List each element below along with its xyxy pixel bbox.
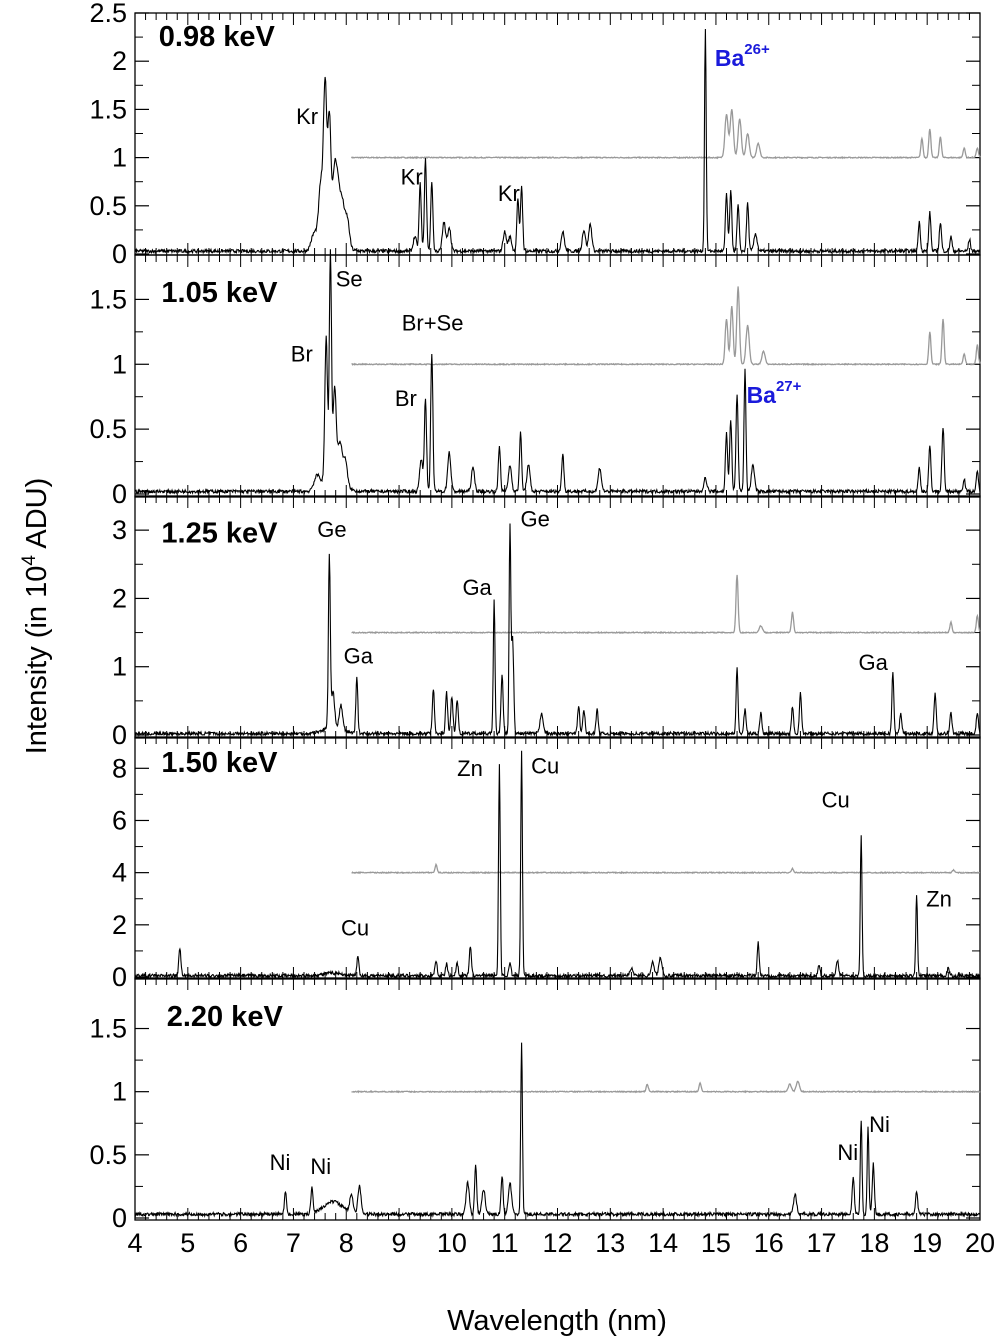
y-tick-label: 3: [112, 515, 127, 545]
element-label: Ga: [462, 575, 492, 600]
x-axis-title: Wavelength (nm): [447, 1305, 667, 1337]
x-tick-label: 6: [233, 1228, 248, 1258]
y-axis-title-exponent: 4: [19, 555, 40, 566]
ion-label: Ba26+: [715, 41, 770, 71]
element-label: Ni: [310, 1154, 331, 1179]
y-tick-label: 0.5: [89, 414, 127, 444]
element-label: Ni: [270, 1150, 291, 1175]
x-tick-label: 18: [859, 1228, 889, 1258]
element-label: Zn: [457, 756, 483, 781]
element-label: Ni: [837, 1140, 858, 1165]
y-tick-label: 2.5: [89, 0, 127, 28]
x-tick-label: 19: [912, 1228, 942, 1258]
x-tick-label: 8: [339, 1228, 354, 1258]
y-tick-label: 2: [112, 910, 127, 940]
x-tick-label: 12: [542, 1228, 572, 1258]
element-label: Ni: [869, 1112, 890, 1137]
y-tick-label: 0: [112, 720, 127, 750]
reference-spectrum-line: [351, 286, 981, 366]
y-tick-label: 0: [112, 1203, 127, 1233]
x-tick-label: 4: [127, 1228, 142, 1258]
y-tick-label: 6: [112, 805, 127, 835]
x-tick-label: 16: [754, 1228, 784, 1258]
energy-label: 0.98 keV: [159, 21, 276, 53]
y-tick-label: 2: [112, 46, 127, 76]
y-tick-label: 1: [112, 652, 127, 682]
x-tick-label: 7: [286, 1228, 301, 1258]
element-label: Cu: [822, 787, 850, 812]
element-label: Kr: [296, 104, 318, 129]
y-axis-title-prefix: Intensity (in 10: [21, 566, 53, 755]
element-label: Ge: [521, 507, 550, 532]
spectrum-line: [134, 28, 981, 255]
element-label: Cu: [531, 754, 559, 779]
element-label: Ga: [859, 650, 889, 675]
element-label: Ge: [317, 517, 346, 542]
x-tick-label: 11: [491, 1228, 519, 1258]
ion-element: Ba: [715, 45, 745, 71]
y-tick-label: 8: [112, 753, 127, 783]
y-tick-label: 1.5: [89, 94, 127, 124]
ion-charge: 27+: [776, 378, 802, 395]
x-tick-label: 5: [180, 1228, 195, 1258]
y-tick-label: 1.5: [89, 284, 127, 314]
reference-spectrum-line: [351, 862, 981, 875]
y-axis-title-suffix: ADU): [21, 478, 53, 555]
y-tick-label: 1: [112, 143, 127, 173]
panel-2: 0 0.5 1 1.5 Se Br Br+Se Br 1.05 keV Ba27+: [89, 249, 981, 509]
x-tick-label: 10: [437, 1228, 467, 1258]
y-tick-label: 0: [112, 479, 127, 509]
y-axis-title: Intensity (in 104 ADU): [19, 478, 53, 755]
reference-spectrum-line: [351, 1080, 981, 1094]
element-label: Kr: [401, 165, 423, 190]
element-label: Br+Se: [402, 311, 464, 336]
spectrum-line: [134, 249, 981, 496]
element-label: Ga: [344, 643, 374, 668]
y-tick-label: 1: [112, 349, 127, 379]
spectrum-line: [134, 750, 981, 980]
x-tick-label: 9: [392, 1228, 407, 1258]
reference-spectrum-line: [350, 109, 981, 160]
y-tick-label: 0: [112, 239, 127, 269]
ion-charge: 26+: [744, 41, 770, 58]
element-label: Se: [336, 266, 363, 291]
ion-label: Ba27+: [747, 378, 802, 408]
panel-5: 0 0.5 1 1.5 Ni Ni Ni Ni 2.20 keV: [89, 977, 981, 1233]
element-label: Br: [291, 342, 313, 367]
panel-4: 0 2 4 6 8 Zn Cu Cu Zn Cu 1.50 keV: [112, 736, 981, 992]
panel-3: 0 1 2 3 Ge Ge Ga Ga Ga 1.25 keV: [112, 495, 981, 750]
y-tick-label: 2: [112, 583, 127, 613]
reference-spectrum-line: [351, 574, 981, 635]
x-tick-label: 13: [595, 1228, 625, 1258]
y-tick-label: 0.5: [89, 191, 127, 221]
y-tick-label: 4: [112, 858, 127, 888]
energy-label: 1.25 keV: [161, 517, 278, 549]
y-tick-label: 0.5: [89, 1140, 127, 1170]
x-axis: 4 5 6 7 8 9 10 11 12 13 14 15 16 17 18 19 20: [127, 1228, 995, 1258]
x-tick-label: 15: [701, 1228, 731, 1258]
energy-label: 2.20 keV: [167, 1001, 284, 1033]
x-tick-label: 14: [648, 1228, 678, 1258]
panel-1: 0 0.5 1 1.5 2 2.5 Kr Kr Kr 0.98 keV Ba26+: [89, 0, 981, 269]
y-tick-label: 1: [112, 1077, 127, 1107]
element-label: Zn: [926, 887, 952, 912]
energy-label: 1.50 keV: [161, 747, 278, 779]
spectrum-line: [134, 523, 981, 738]
spectrum-line: [134, 1042, 981, 1218]
y-tick-label: 1.5: [89, 1014, 127, 1044]
element-label: Cu: [341, 915, 369, 940]
element-label: Br: [395, 386, 417, 411]
y-tick-label: 0: [112, 962, 127, 992]
x-tick-label: 20: [965, 1228, 995, 1258]
element-label: Kr: [498, 181, 520, 206]
ion-element: Ba: [747, 382, 777, 408]
energy-label: 1.05 keV: [161, 277, 278, 309]
x-tick-label: 17: [807, 1228, 837, 1258]
